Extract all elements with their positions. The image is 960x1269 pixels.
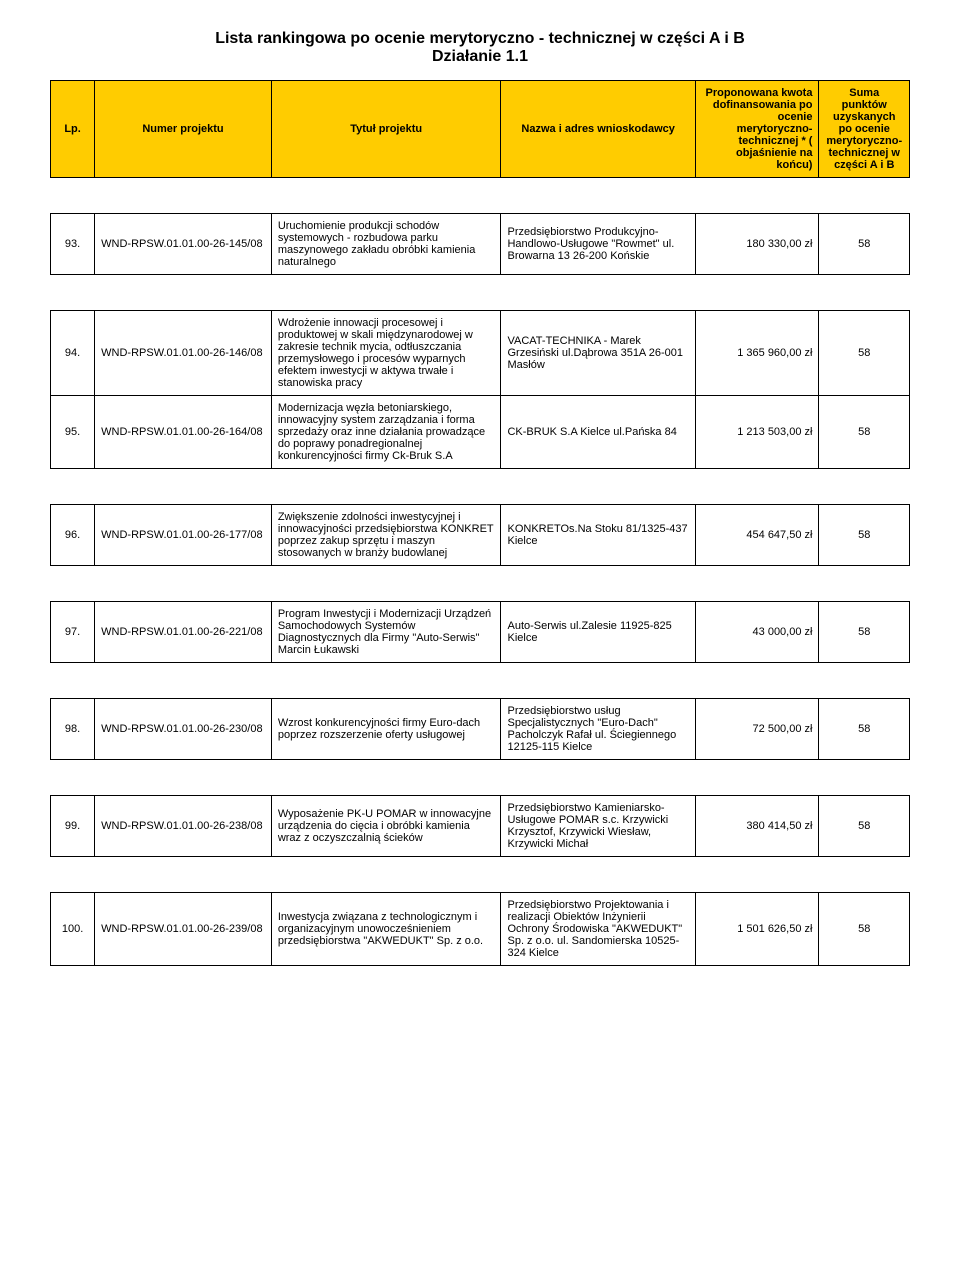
cell-points: 58 xyxy=(819,214,910,275)
page-title-line2: Działanie 1.1 xyxy=(50,48,910,66)
cell-lp: 98. xyxy=(51,699,95,760)
cell-amount: 1 213 503,00 zł xyxy=(695,396,819,469)
cell-lp: 99. xyxy=(51,796,95,857)
cell-lp: 95. xyxy=(51,396,95,469)
cell-applicant: Przedsiębiorstwo usług Specjalistycznych… xyxy=(501,699,695,760)
cell-project-number: WND-RPSW.01.01.00-26-146/08 xyxy=(95,311,272,396)
cell-lp: 97. xyxy=(51,602,95,663)
cell-applicant: Przedsiębiorstwo Kamieniarsko-Usługowe P… xyxy=(501,796,695,857)
table-spacer xyxy=(51,663,910,699)
header-amount: Proponowana kwota dofinansowania po ocen… xyxy=(695,81,819,178)
cell-amount: 380 414,50 zł xyxy=(695,796,819,857)
cell-amount: 180 330,00 zł xyxy=(695,214,819,275)
cell-project-number: WND-RPSW.01.01.00-26-177/08 xyxy=(95,505,272,566)
cell-applicant: Auto-Serwis ul.Zalesie 11925-825 Kielce xyxy=(501,602,695,663)
table-body: 93.WND-RPSW.01.01.00-26-145/08Uruchomien… xyxy=(51,178,910,966)
cell-lp: 100. xyxy=(51,893,95,966)
cell-lp: 93. xyxy=(51,214,95,275)
table-row: 96.WND-RPSW.01.01.00-26-177/08Zwiększeni… xyxy=(51,505,910,566)
cell-project-title: Zwiększenie zdolności inwestycyjnej i in… xyxy=(271,505,501,566)
table-row: 99.WND-RPSW.01.01.00-26-238/08Wyposażeni… xyxy=(51,796,910,857)
cell-amount: 43 000,00 zł xyxy=(695,602,819,663)
cell-amount: 1 365 960,00 zł xyxy=(695,311,819,396)
cell-points: 58 xyxy=(819,311,910,396)
table-spacer xyxy=(51,857,910,893)
table-row: 95.WND-RPSW.01.01.00-26-164/08Modernizac… xyxy=(51,396,910,469)
cell-project-title: Uruchomienie produkcji schodów systemowy… xyxy=(271,214,501,275)
cell-project-number: WND-RPSW.01.01.00-26-164/08 xyxy=(95,396,272,469)
cell-project-number: WND-RPSW.01.01.00-26-221/08 xyxy=(95,602,272,663)
header-project-number: Numer projektu xyxy=(95,81,272,178)
table-row: 100.WND-RPSW.01.01.00-26-239/08Inwestycj… xyxy=(51,893,910,966)
cell-amount: 1 501 626,50 zł xyxy=(695,893,819,966)
cell-applicant: KONKRETOs.Na Stoku 81/1325-437 Kielce xyxy=(501,505,695,566)
table-row: 93.WND-RPSW.01.01.00-26-145/08Uruchomien… xyxy=(51,214,910,275)
header-lp: Lp. xyxy=(51,81,95,178)
table-spacer xyxy=(51,275,910,311)
table-spacer xyxy=(51,178,910,214)
cell-project-title: Wyposażenie PK-U POMAR w innowacyjne urz… xyxy=(271,796,501,857)
cell-lp: 94. xyxy=(51,311,95,396)
table-spacer xyxy=(51,469,910,505)
table-header: Lp. Numer projektu Tytuł projektu Nazwa … xyxy=(51,81,910,178)
table-row: 94.WND-RPSW.01.01.00-26-146/08Wdrożenie … xyxy=(51,311,910,396)
cell-applicant: Przedsiębiorstwo Produkcyjno-Handlowo-Us… xyxy=(501,214,695,275)
ranking-table: Lp. Numer projektu Tytuł projektu Nazwa … xyxy=(50,80,910,966)
cell-project-title: Modernizacja węzła betoniarskiego, innow… xyxy=(271,396,501,469)
cell-project-number: WND-RPSW.01.01.00-26-238/08 xyxy=(95,796,272,857)
cell-amount: 72 500,00 zł xyxy=(695,699,819,760)
cell-project-title: Wzrost konkurencyjności firmy Euro-dach … xyxy=(271,699,501,760)
table-row: 97.WND-RPSW.01.01.00-26-221/08Program In… xyxy=(51,602,910,663)
cell-points: 58 xyxy=(819,796,910,857)
cell-amount: 454 647,50 zł xyxy=(695,505,819,566)
cell-project-title: Inwestycja związana z technologicznym i … xyxy=(271,893,501,966)
cell-project-number: WND-RPSW.01.01.00-26-230/08 xyxy=(95,699,272,760)
cell-lp: 96. xyxy=(51,505,95,566)
page-container: Lista rankingowa po ocenie merytoryczno … xyxy=(0,0,960,996)
cell-points: 58 xyxy=(819,505,910,566)
cell-applicant: CK-BRUK S.A Kielce ul.Pańska 84 xyxy=(501,396,695,469)
cell-project-title: Wdrożenie innowacji procesowej i produkt… xyxy=(271,311,501,396)
table-row: 98.WND-RPSW.01.01.00-26-230/08Wzrost kon… xyxy=(51,699,910,760)
table-spacer xyxy=(51,566,910,602)
header-applicant: Nazwa i adres wnioskodawcy xyxy=(501,81,695,178)
page-title-line1: Lista rankingowa po ocenie merytoryczno … xyxy=(50,30,910,48)
cell-project-number: WND-RPSW.01.01.00-26-145/08 xyxy=(95,214,272,275)
cell-points: 58 xyxy=(819,602,910,663)
cell-points: 58 xyxy=(819,893,910,966)
header-points: Suma punktów uzyskanych po ocenie meryto… xyxy=(819,81,910,178)
cell-applicant: Przedsiębiorstwo Projektowania i realiza… xyxy=(501,893,695,966)
cell-project-title: Program Inwestycji i Modernizacji Urządz… xyxy=(271,602,501,663)
cell-points: 58 xyxy=(819,699,910,760)
cell-project-number: WND-RPSW.01.01.00-26-239/08 xyxy=(95,893,272,966)
header-project-title: Tytuł projektu xyxy=(271,81,501,178)
cell-points: 58 xyxy=(819,396,910,469)
cell-applicant: VACAT-TECHNIKA - Marek Grzesiński ul.Dąb… xyxy=(501,311,695,396)
table-spacer xyxy=(51,760,910,796)
